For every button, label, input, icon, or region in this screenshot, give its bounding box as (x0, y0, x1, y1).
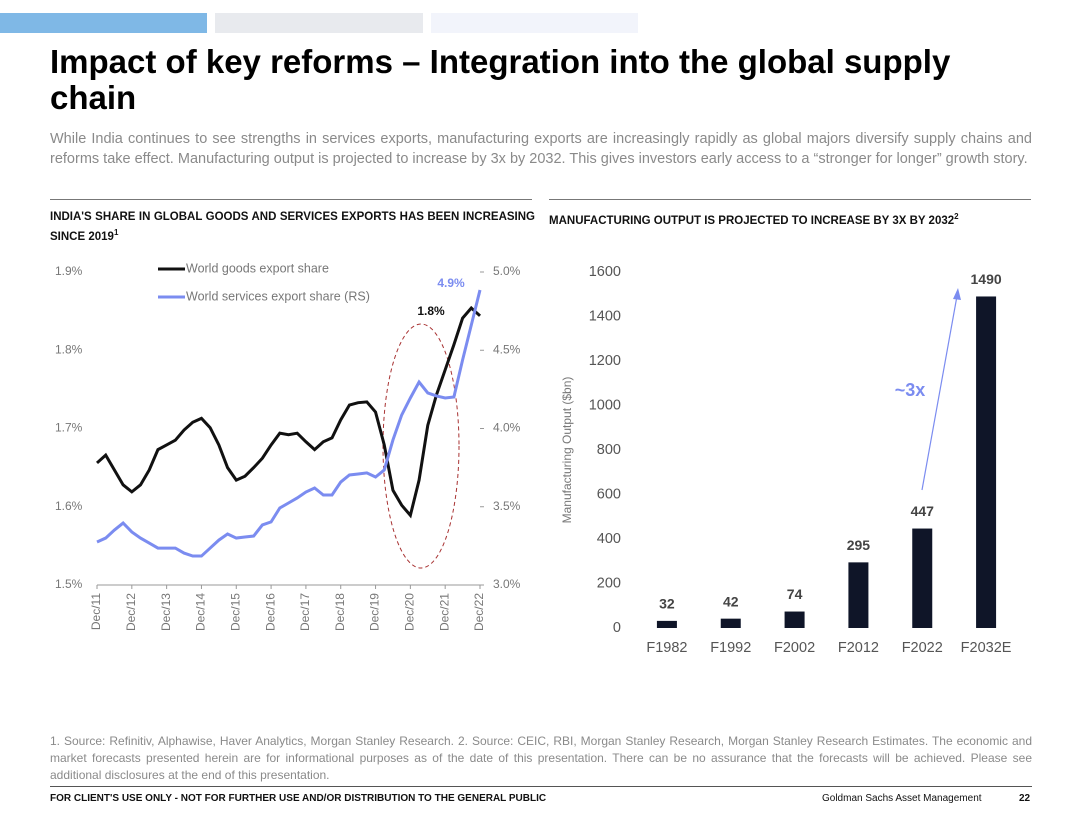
x-tick-label: Dec/19 (368, 593, 382, 631)
chart-title: MANUFACTURING OUTPUT IS PROJECTED TO INC… (549, 209, 1019, 229)
note-ref: 2 (954, 212, 959, 221)
y-tick-label: 1600 (589, 264, 621, 280)
bar (784, 611, 805, 628)
y-tick-label: 1.8% (55, 342, 83, 356)
x-tick-label: Dec/12 (124, 593, 138, 631)
y2-tick-label: 4.5% (493, 342, 521, 356)
y-tick-label: 1.9% (55, 264, 83, 278)
bar (912, 528, 933, 628)
y2-tick-label: 4.0% (493, 421, 521, 435)
note-ref: 1 (113, 228, 119, 237)
line-series (96, 289, 482, 558)
arrow-head (953, 288, 961, 300)
y-tick-label: 1.6% (55, 499, 83, 513)
rule (549, 199, 1031, 200)
legend-label: World goods export share (186, 261, 329, 275)
x-tick-label: Dec/20 (403, 593, 417, 631)
x-tick-label: Dec/16 (263, 593, 277, 631)
line-series (95, 305, 482, 519)
value-label: 32 (659, 596, 675, 612)
value-label: 42 (723, 593, 739, 609)
x-tick-label: F2022 (902, 640, 943, 656)
x-tick-label: Dec/21 (437, 593, 451, 631)
header-bar (0, 13, 207, 33)
y-tick-label: 600 (597, 486, 621, 502)
y-axis-title: Manufacturing Output ($bn) (560, 377, 574, 524)
x-tick-label: Dec/18 (333, 593, 347, 631)
x-tick-label: F2002 (774, 640, 815, 656)
y2-tick-label: 5.0% (493, 264, 521, 278)
x-tick-label: Dec/22 (472, 593, 486, 631)
y2-tick-label: 3.5% (493, 499, 521, 513)
bar (720, 618, 741, 628)
x-tick-label: Dec/15 (228, 593, 242, 631)
x-tick-label: F2012 (838, 640, 879, 656)
x-tick-label: F1982 (646, 640, 687, 656)
value-label: 295 (847, 537, 871, 553)
company: Goldman Sachs Asset Management (822, 793, 982, 804)
y-tick-label: 1400 (589, 308, 621, 324)
y-tick-label: 1.5% (55, 577, 83, 591)
header-bar (215, 13, 423, 33)
y-tick-label: 800 (597, 442, 621, 458)
value-label: 74 (787, 586, 803, 602)
footnote: 1. Source: Refinitiv, Alphawise, Haver A… (50, 734, 1032, 782)
annotation: 1.8% (417, 304, 445, 318)
y-tick-label: 0 (613, 620, 621, 636)
bar (976, 296, 997, 628)
y-tick-label: 200 (597, 575, 621, 591)
x-tick-label: Dec/13 (159, 593, 173, 631)
value-label: 1490 (971, 271, 1002, 287)
y-tick-label: 1200 (589, 353, 621, 369)
subtitle: While India continues to see strengths i… (50, 131, 1032, 167)
chart-title-text: MANUFACTURING OUTPUT IS PROJECTED TO INC… (549, 214, 955, 227)
disclaimer: FOR CLIENT'S USE ONLY - NOT FOR FURTHER … (50, 793, 547, 804)
header-bar (431, 13, 638, 33)
chart-title: INDIA'S SHARE IN GLOBAL GOODS AND SERVIC… (50, 209, 535, 245)
bar (656, 620, 677, 628)
rule (50, 199, 532, 200)
y-tick-label: 1.7% (55, 421, 83, 435)
x-tick-label: Dec/14 (194, 593, 208, 631)
rule (50, 786, 1032, 787)
chart-title-text: INDIA'S SHARE IN GLOBAL GOODS AND SERVIC… (50, 211, 535, 243)
annotation: 4.9% (437, 276, 465, 290)
value-label: 447 (911, 503, 935, 519)
x-tick-label: Dec/17 (298, 593, 312, 631)
title: Impact of key reforms – Integration into… (50, 43, 951, 116)
x-tick-label: F2032E (961, 640, 1012, 656)
x-tick-label: F1992 (710, 640, 751, 656)
x-tick-label: Dec/11 (89, 593, 103, 630)
y-tick-label: 1000 (589, 397, 621, 413)
legend-label: World services export share (RS) (186, 289, 370, 303)
y2-tick-label: 3.0% (493, 577, 521, 591)
y-tick-label: 400 (597, 531, 621, 547)
annotation: ~3x (895, 380, 926, 400)
page-number: 22 (1019, 793, 1031, 804)
arrow (921, 295, 958, 491)
bar (848, 562, 869, 628)
